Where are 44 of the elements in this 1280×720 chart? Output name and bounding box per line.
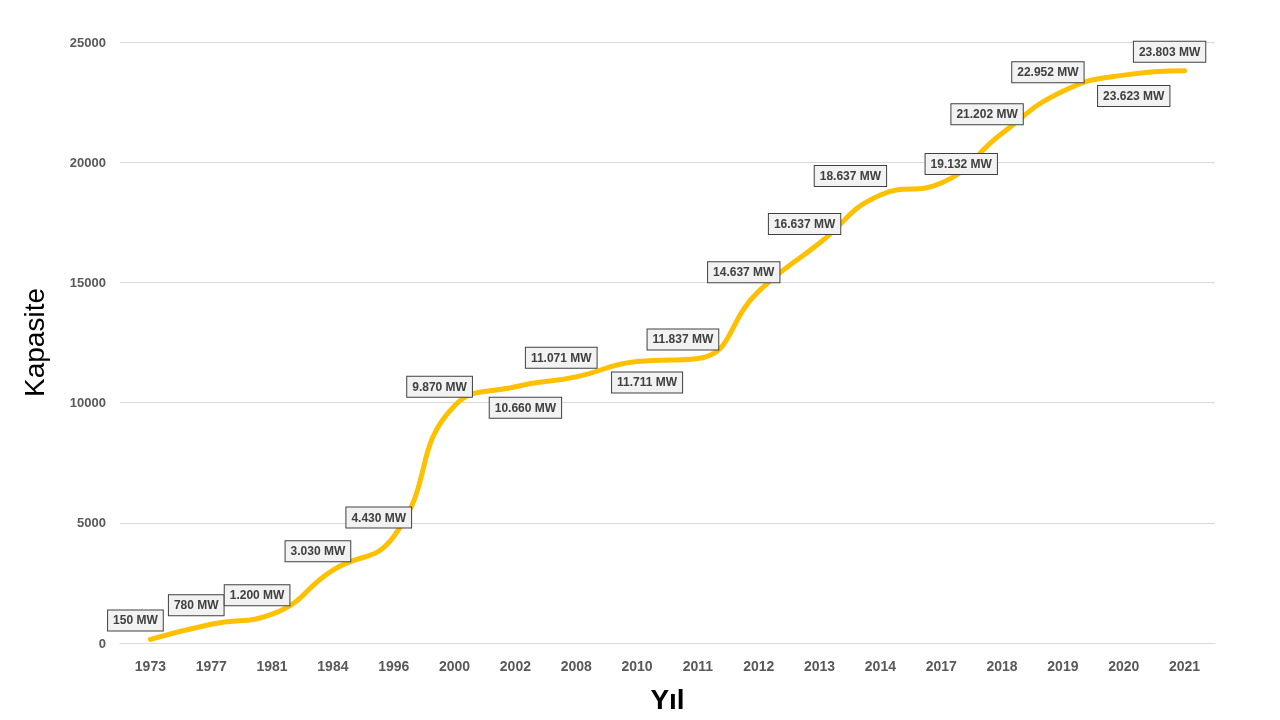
data-label: 23.623 MW — [1103, 89, 1166, 104]
x-tick-label: 2008 — [560, 658, 593, 674]
y-tick-label: 15000 — [69, 274, 106, 290]
data-label: 11.071 MW — [530, 350, 593, 365]
y-tick-label: 25000 — [69, 34, 106, 50]
x-tick-label: 1973 — [134, 658, 167, 674]
x-tick-label: 2020 — [1108, 658, 1140, 674]
x-tick-label: 2013 — [804, 658, 836, 674]
x-tick-label: 2021 — [1169, 658, 1201, 674]
x-tick-label: 2012 — [743, 658, 775, 674]
x-tick-label: 2002 — [499, 658, 532, 674]
data-label: 11.711 MW — [617, 375, 678, 390]
x-tick-label: 2010 — [621, 658, 653, 674]
y-tick-label: 0 — [98, 635, 106, 651]
x-tick-label: 2000 — [439, 658, 471, 674]
x-tick-label: 1984 — [317, 658, 349, 674]
x-axis-title: Yıl — [650, 683, 685, 715]
x-tick-label: 1977 — [195, 658, 228, 674]
data-label: 3.030 MW — [290, 544, 346, 559]
data-label: 9.870 MW — [412, 379, 468, 394]
data-label: 780 MW — [173, 598, 220, 613]
data-label: 4.430 MW — [351, 510, 407, 525]
y-tick-label: 20000 — [69, 154, 106, 170]
data-label: 18.637 MW — [819, 168, 882, 183]
x-tick-label: 2019 — [1047, 658, 1079, 674]
data-label: 14.637 MW — [713, 265, 776, 280]
data-label: 19.132 MW — [930, 157, 993, 172]
x-tick-label: 2011 — [682, 658, 714, 674]
x-tick-label: 1981 — [256, 658, 288, 674]
data-label: 21.202 MW — [956, 107, 1019, 122]
x-tick-label: 2014 — [864, 658, 897, 674]
x-tick-label: 2017 — [925, 658, 958, 674]
data-label: 10.660 MW — [494, 400, 557, 415]
data-label: 1.200 MW — [229, 588, 286, 603]
data-label: 23.803 MW — [1138, 44, 1201, 59]
x-tick-label: 2018 — [986, 658, 1018, 674]
y-tick-label: 10000 — [69, 395, 106, 411]
data-label: 11.837 MW — [652, 332, 714, 347]
x-tick-label: 1996 — [378, 658, 410, 674]
data-label: 16.637 MW — [773, 217, 836, 232]
data-label: 150 MW — [113, 613, 159, 628]
data-label: 22.952 MW — [1017, 65, 1080, 80]
y-axis-title: Kapasite — [18, 288, 50, 397]
y-tick-label: 5000 — [77, 515, 106, 531]
